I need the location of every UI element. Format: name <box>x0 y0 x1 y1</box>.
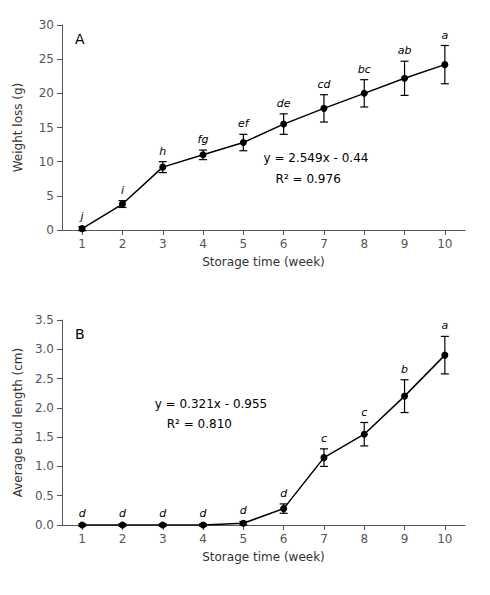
svg-text:6: 6 <box>280 532 288 546</box>
svg-text:b: b <box>401 363 408 376</box>
svg-text:10: 10 <box>437 237 452 251</box>
svg-text:d: d <box>79 507 87 520</box>
svg-text:a: a <box>441 319 448 332</box>
svg-text:8: 8 <box>360 532 368 546</box>
svg-text:y = 2.549x - 0.44: y = 2.549x - 0.44 <box>264 151 369 165</box>
svg-text:0: 0 <box>46 223 54 237</box>
svg-text:R² = 0.810: R² = 0.810 <box>167 417 232 431</box>
svg-text:8: 8 <box>360 237 368 251</box>
svg-text:bc: bc <box>358 63 371 76</box>
svg-text:d: d <box>119 507 127 520</box>
svg-text:de: de <box>277 97 291 110</box>
svg-text:ef: ef <box>238 117 251 130</box>
svg-text:j: j <box>79 210 85 223</box>
svg-text:3.5: 3.5 <box>35 313 54 327</box>
svg-text:4: 4 <box>199 237 207 251</box>
svg-text:0.0: 0.0 <box>35 518 54 532</box>
svg-text:1: 1 <box>78 237 86 251</box>
svg-text:ab: ab <box>398 44 412 57</box>
svg-text:i: i <box>121 184 124 197</box>
svg-text:10: 10 <box>39 155 54 169</box>
svg-text:a: a <box>441 29 448 42</box>
svg-text:0.5: 0.5 <box>35 489 54 503</box>
svg-text:Storage time (week): Storage time (week) <box>202 255 325 269</box>
svg-text:2.0: 2.0 <box>35 401 54 415</box>
svg-text:Weight loss (g): Weight loss (g) <box>11 83 25 173</box>
svg-text:1.5: 1.5 <box>35 430 54 444</box>
svg-text:5: 5 <box>46 189 54 203</box>
svg-text:R² = 0.976: R² = 0.976 <box>276 172 341 186</box>
svg-text:9: 9 <box>401 237 409 251</box>
svg-text:d: d <box>200 507 208 520</box>
svg-text:5: 5 <box>240 532 248 546</box>
svg-text:Storage time (week): Storage time (week) <box>202 550 325 564</box>
svg-text:d: d <box>159 507 167 520</box>
svg-text:5: 5 <box>240 237 248 251</box>
svg-text:cd: cd <box>317 78 331 91</box>
svg-text:d: d <box>280 487 288 500</box>
svg-text:4: 4 <box>199 532 207 546</box>
svg-text:2.5: 2.5 <box>35 372 54 386</box>
svg-text:Average bud length (cm): Average bud length (cm) <box>11 348 25 497</box>
svg-text:9: 9 <box>401 532 409 546</box>
svg-text:25: 25 <box>39 52 54 66</box>
svg-text:10: 10 <box>437 532 452 546</box>
svg-text:2: 2 <box>119 532 127 546</box>
svg-text:7: 7 <box>320 237 328 251</box>
svg-text:20: 20 <box>39 86 54 100</box>
svg-text:d: d <box>240 504 248 517</box>
svg-text:fg: fg <box>198 133 209 146</box>
svg-text:3.0: 3.0 <box>35 342 54 356</box>
svg-text:6: 6 <box>280 237 288 251</box>
svg-text:h: h <box>159 145 166 158</box>
svg-text:30: 30 <box>39 18 54 32</box>
svg-text:c: c <box>361 406 367 419</box>
svg-text:1: 1 <box>78 532 86 546</box>
svg-text:B: B <box>75 326 85 342</box>
svg-text:7: 7 <box>320 532 328 546</box>
svg-text:2: 2 <box>119 237 127 251</box>
svg-text:1.0: 1.0 <box>35 459 54 473</box>
svg-text:A: A <box>75 31 85 47</box>
svg-text:15: 15 <box>39 121 54 135</box>
svg-text:3: 3 <box>159 237 167 251</box>
svg-text:y = 0.321x - 0.955: y = 0.321x - 0.955 <box>155 397 268 411</box>
svg-text:3: 3 <box>159 532 167 546</box>
svg-text:c: c <box>321 432 327 445</box>
